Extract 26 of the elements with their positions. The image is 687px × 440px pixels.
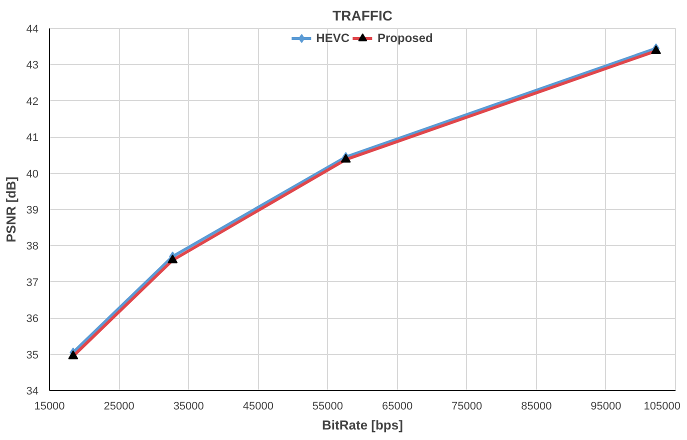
- y-tick-label: 41: [26, 132, 39, 144]
- y-tick-label: 35: [26, 349, 39, 362]
- legend-label: Proposed: [378, 31, 433, 45]
- y-tick-label: 43: [26, 60, 39, 72]
- legend-label: HEVC: [316, 31, 350, 45]
- y-tick-label: 38: [26, 240, 39, 253]
- y-tick-label: 42: [26, 96, 39, 108]
- x-tick-label: 55000: [312, 400, 344, 412]
- y-tick-label: 37: [26, 276, 39, 289]
- x-tick-label: 65000: [382, 400, 413, 412]
- x-tick-label: 95000: [590, 400, 622, 412]
- x-tick-label: 75000: [452, 400, 482, 412]
- y-tick-label: 40: [26, 168, 39, 180]
- y-tick-label: 39: [26, 204, 39, 216]
- y-tick-label: 44: [26, 24, 39, 36]
- y-tick-label: 34: [26, 386, 39, 398]
- x-axis-title: BitRate [bps]: [322, 418, 403, 432]
- x-tick-label: 85000: [521, 400, 552, 412]
- x-tick-label: 15000: [34, 400, 65, 412]
- x-tick-label: 45000: [242, 400, 274, 412]
- x-tick-label: 105000: [644, 400, 681, 412]
- y-axis-title: PSNR [dB]: [3, 176, 18, 242]
- x-tick-label: 35000: [173, 400, 204, 412]
- x-tick-label: 25000: [104, 400, 134, 412]
- y-tick-label: 36: [26, 313, 39, 326]
- chart-title: TRAFFIC: [332, 8, 392, 24]
